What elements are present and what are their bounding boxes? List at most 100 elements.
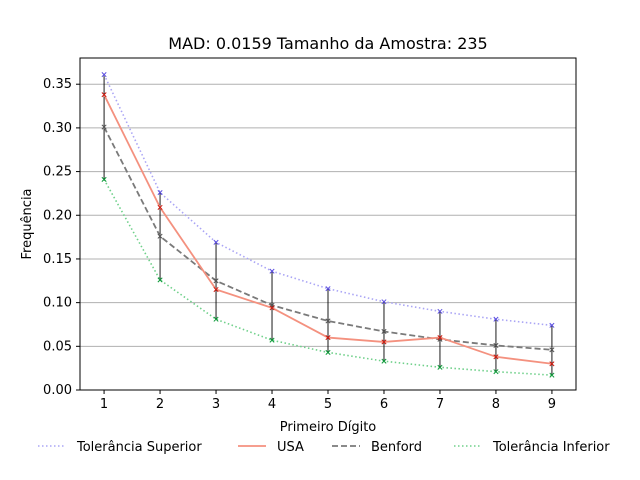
- legend-item-lower: Tolerância Inferior: [454, 440, 610, 455]
- series-lines: [101, 72, 555, 378]
- x-tick-label: 4: [268, 397, 276, 412]
- marker-stroke: [269, 337, 275, 343]
- legend-item-benford: Benford: [332, 440, 422, 455]
- y-tick-label: 0.05: [43, 339, 72, 354]
- data-point: [381, 328, 387, 335]
- data-point: [213, 286, 219, 293]
- data-point: [493, 342, 499, 348]
- data-point: [213, 316, 219, 322]
- legend: Tolerância Superior USA Benford Tolerância …: [38, 440, 610, 455]
- marker-stroke: [549, 322, 555, 328]
- marker-stroke: [101, 124, 107, 130]
- x-tick-label: 7: [436, 397, 444, 412]
- y-tick-label: 0.15: [43, 252, 72, 267]
- marker-stroke: [157, 204, 163, 210]
- x-tick-label: 6: [380, 397, 388, 412]
- marker-stroke: [157, 277, 163, 283]
- marker-stroke: [549, 372, 555, 378]
- marker-stroke: [213, 316, 219, 322]
- x-tick-label: 2: [156, 397, 164, 412]
- data-point: [157, 277, 163, 283]
- data-point: [549, 361, 555, 367]
- data-point: [493, 354, 499, 360]
- data-point: [325, 335, 331, 341]
- marker-stroke: [493, 342, 499, 348]
- marker-stroke: [493, 316, 499, 322]
- data-point: [325, 318, 331, 324]
- data-point: [269, 305, 275, 311]
- data-point: [157, 233, 163, 239]
- data-point: [213, 239, 219, 245]
- marker-stroke: [325, 349, 331, 355]
- series-upper: [101, 72, 555, 328]
- marker-stroke: [157, 233, 163, 239]
- legend-item-usa: USA: [238, 440, 304, 455]
- marker-stroke: [437, 335, 443, 341]
- y-tick-label: 0.10: [43, 296, 72, 311]
- marker-stroke: [437, 364, 443, 370]
- legend-item-upper: Tolerância Superior: [38, 440, 202, 455]
- data-point: [549, 347, 555, 353]
- marker-stroke: [381, 339, 387, 345]
- data-point: [437, 335, 443, 341]
- marker-stroke: [101, 72, 107, 78]
- series-line: [103, 126, 553, 351]
- series-usa: [101, 92, 555, 367]
- legend-label: Tolerância Superior: [76, 440, 202, 455]
- marker-stroke: [493, 354, 499, 360]
- data-point: [325, 349, 331, 355]
- data-point: [101, 176, 107, 182]
- marker-stroke: [325, 318, 331, 324]
- marker-stroke: [549, 347, 555, 353]
- x-axis-label: Primeiro Dígito: [280, 420, 377, 435]
- marker-stroke: [325, 286, 331, 292]
- data-point: [549, 372, 555, 378]
- marker-stroke: [493, 369, 499, 375]
- chart-title: MAD: 0.0159 Tamanho da Amostra: 235: [168, 34, 487, 53]
- y-axis-ticks: 0.00 0.05 0.10 0.15 0.20 0.25 0.30 0.35: [43, 77, 80, 398]
- data-point: [213, 278, 219, 284]
- data-point: [381, 339, 387, 345]
- x-tick-label: 8: [492, 397, 500, 412]
- marker-stroke: [381, 299, 387, 305]
- marker-stroke: [101, 176, 107, 182]
- y-axis-label: Frequência: [20, 188, 35, 259]
- legend-label: Tolerância Inferior: [492, 440, 610, 455]
- data-point: [101, 124, 107, 130]
- legend-label: Benford: [371, 440, 422, 455]
- marker-stroke: [213, 286, 219, 293]
- data-point: [493, 369, 499, 375]
- marker-stroke: [213, 239, 219, 245]
- data-point: [269, 337, 275, 343]
- data-point: [269, 268, 275, 274]
- data-point: [381, 358, 387, 364]
- x-tick-label: 3: [212, 397, 220, 412]
- data-point: [157, 204, 163, 210]
- data-point: [101, 92, 107, 98]
- marker-stroke: [437, 308, 443, 314]
- x-tick-label: 9: [548, 397, 556, 412]
- marker-stroke: [269, 268, 275, 274]
- marker-stroke: [549, 361, 555, 367]
- y-tick-label: 0.25: [43, 165, 72, 180]
- marker-stroke: [325, 335, 331, 341]
- y-tick-label: 0.20: [43, 208, 72, 223]
- data-point: [549, 322, 555, 328]
- data-point: [437, 364, 443, 370]
- x-axis-ticks: 1 2 3 4 5 6 7 8 9: [100, 390, 556, 412]
- data-point: [101, 72, 107, 78]
- marker-stroke: [213, 278, 219, 284]
- marker-stroke: [381, 328, 387, 335]
- legend-label: USA: [277, 440, 304, 455]
- x-tick-label: 5: [324, 397, 332, 412]
- marker-stroke: [101, 92, 107, 98]
- data-point: [157, 189, 163, 196]
- marker-stroke: [157, 189, 163, 196]
- y-tick-label: 0.00: [43, 383, 72, 398]
- data-point: [325, 286, 331, 292]
- data-point: [381, 299, 387, 305]
- data-point: [437, 308, 443, 314]
- series-lower: [101, 176, 555, 378]
- marker-stroke: [381, 358, 387, 364]
